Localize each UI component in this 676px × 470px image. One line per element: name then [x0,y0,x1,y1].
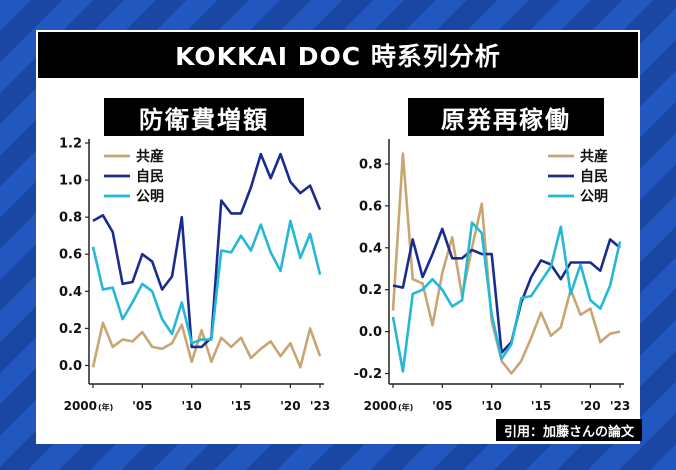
chart2-series-line-2 [392,227,621,354]
chart2-series-line-1 [391,152,621,375]
chart2-ytick-label: 0.8 [359,157,382,172]
chart-title-defense: 防衛費増額 [104,98,304,136]
page-title: KOKKAI DOC 時系列分析 [38,32,638,78]
chart2-year-unit-label: (年) [398,402,413,412]
chart2-series-line-3 [391,221,622,373]
chart2-legend-label-1: 共産 [580,148,608,165]
chart2-legend-label-3: 公明 [580,189,608,205]
chart1-ytick-label: 0.6 [59,248,82,263]
chart2-ytick-label: 0.6 [359,199,382,214]
chart1-xtick-label: '10 [182,399,202,413]
chart2-xtick-label: '20 [580,399,600,413]
chart1-series-line-3 [91,219,322,345]
chart1-ytick-label: 1.0 [59,174,82,189]
chart1-xtick-label: '05 [132,399,152,413]
chart2-ytick-label: -0.2 [354,367,382,382]
chart2-xtick-label: '10 [482,399,502,413]
chart1-legend-label-1: 共産 [136,148,164,165]
chart2-xtick-label: '05 [432,399,452,413]
chart1-ytick-label: 0.2 [59,322,82,337]
chart-title-nuclear: 原発再稼働 [408,98,604,136]
chart1-ytick-label: 1.2 [59,137,82,152]
chart2-xtick-label: '15 [531,399,551,413]
chart1-xtick-label: 2000 [64,399,97,413]
chart1-ytick-label: 0.0 [59,359,82,374]
chart2-ytick-label: 0.2 [359,283,382,298]
chart2-xtick-label: 2000 [364,399,397,413]
chart1-legend-label-3: 公明 [136,189,164,205]
chart1-ytick-label: 0.4 [59,285,82,300]
chart2-legend-label-2: 自民 [580,168,608,185]
chart1-series-line-2 [92,152,322,349]
chart1-legend-label-2: 自民 [136,168,164,185]
chart1-series-line-1 [91,321,322,369]
chart1-xtick-label: '23 [310,399,330,413]
chart2-xtick-label: '23 [610,399,630,413]
chart1-xtick-label: '15 [231,399,251,413]
citation-label: 引用：加藤さんの論文 [496,419,642,441]
chart2-ytick-label: 0.0 [359,325,382,340]
chart1-ytick-label: 0.8 [59,211,82,226]
chart1-xtick-label: '20 [280,399,300,413]
chart1-year-unit-label: (年) [98,402,113,412]
chart2-ytick-label: 0.4 [359,241,382,256]
